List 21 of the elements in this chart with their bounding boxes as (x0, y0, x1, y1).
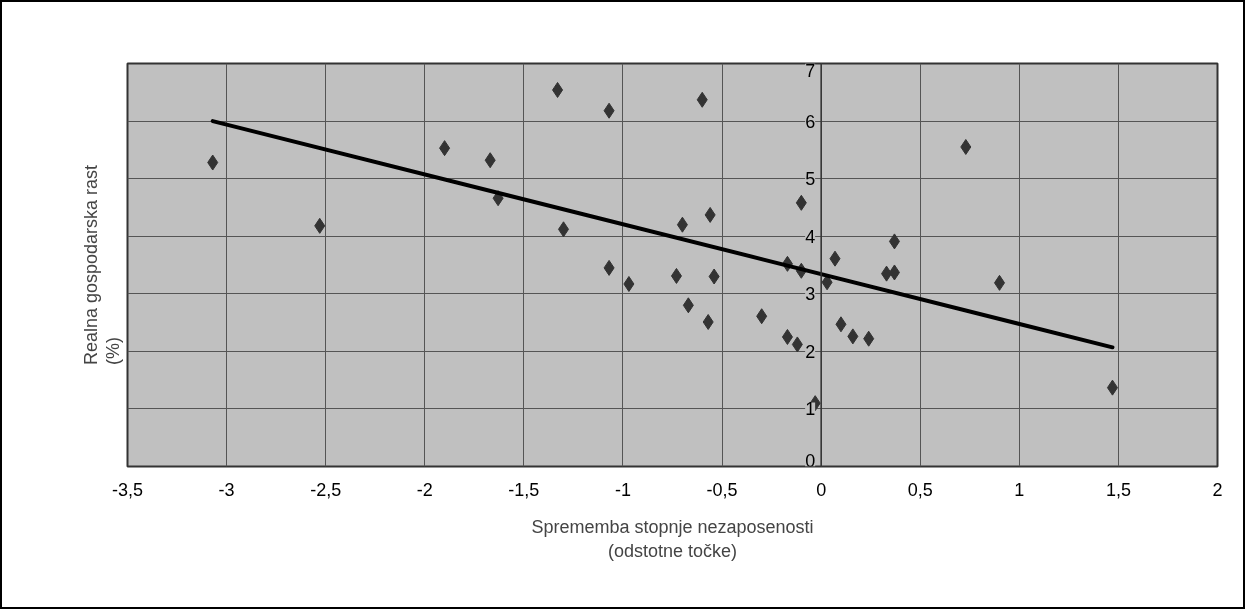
x-tick-label: 1,5 (1105, 479, 1131, 500)
x-tick-label: -1 (614, 479, 631, 500)
y-tick-label: 7 (805, 60, 816, 81)
y-tick-label: 0 (805, 450, 816, 471)
y-tick-label: 3 (805, 284, 816, 305)
x-tick-label: -0,5 (706, 479, 738, 500)
y-axis-title: Realna gospodarska rast (%) (80, 164, 123, 366)
y-tick-label: 6 (805, 111, 816, 132)
y-tick-label: 4 (805, 226, 816, 247)
x-tick-label: -3 (218, 479, 235, 500)
x-tick-label: -3,5 (111, 479, 144, 500)
x-tick-label: -1,5 (508, 479, 540, 500)
y-tick-label: 1 (805, 399, 816, 420)
y-tick-label: 2 (805, 341, 816, 362)
y-tick-label: 5 (805, 169, 816, 190)
x-tick-label: -2,5 (310, 479, 342, 500)
x-tick-label: -2 (416, 479, 433, 500)
x-tick-label: 0,5 (907, 479, 933, 500)
x-axis-title: Sprememba stopnje nezaposenosti (odstotne točke) (531, 516, 814, 561)
x-tick-label: 2 (1212, 479, 1223, 500)
x-tick-label: 1 (1014, 479, 1025, 500)
